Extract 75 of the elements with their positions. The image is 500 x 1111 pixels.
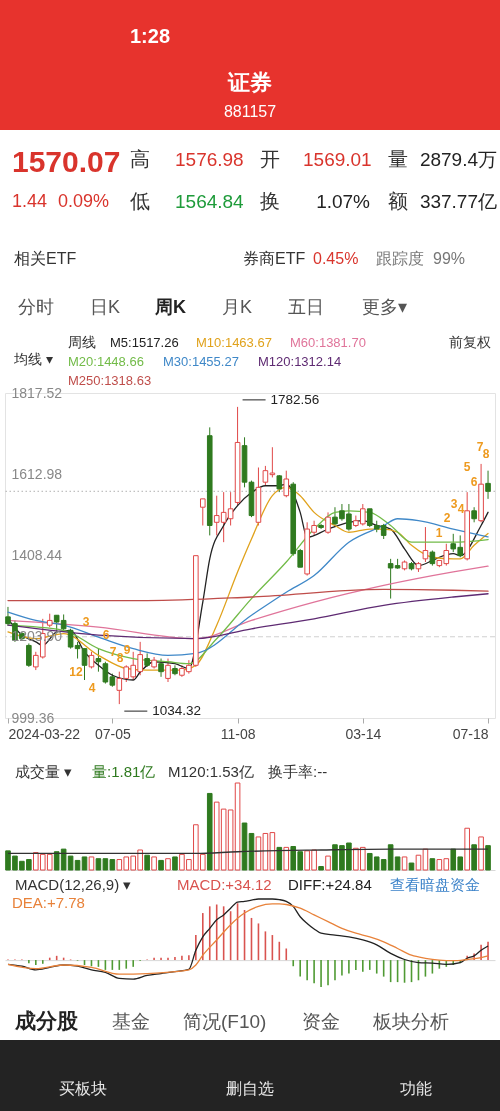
annotation: 12 (69, 665, 83, 679)
text: 周线 (68, 335, 96, 350)
text: M20:1448.66 (68, 354, 144, 369)
text: 更多▾ (362, 297, 407, 317)
annotation: 1034.32 (152, 703, 202, 719)
text: 月K (222, 297, 253, 317)
text: 跟踪度 (376, 250, 424, 267)
text: 资金 (302, 1011, 340, 1032)
text: 相关ETF (14, 250, 77, 267)
annotation: 4 (457, 502, 465, 516)
text: 简况(F10) (183, 1011, 267, 1032)
text: 0.45% (313, 250, 359, 267)
text: 删自选 (226, 1080, 274, 1097)
text: MACD(12,26,9) ▾ (15, 876, 132, 893)
x-tick-label: 03-14 (345, 725, 382, 742)
text: 1569.01 (303, 149, 372, 170)
text: 1:28 (129, 25, 171, 47)
annotation: 1 (435, 526, 443, 540)
series-label: MACD:+34.12 (177, 876, 272, 893)
x-tick-label: 07-18 (452, 725, 489, 742)
text: 分时 (18, 297, 54, 317)
text: 0.09% (58, 191, 110, 211)
annotation: 7 (476, 440, 484, 454)
text: 功能 (400, 1080, 432, 1097)
text: 2879.4万 (419, 149, 497, 170)
annotation: 2 (443, 511, 451, 525)
text: 日K (90, 297, 121, 317)
text: M10:1463.67 (196, 335, 272, 350)
annotation: 3 (82, 615, 90, 629)
text: 开 (260, 148, 280, 170)
text: 1564.84 (175, 191, 245, 212)
x-tick-label: 11-08 (220, 725, 256, 742)
text: 周K (154, 297, 186, 317)
annotation: 1782.56 (270, 391, 320, 407)
text: 量 (388, 148, 408, 170)
text: M250:1318.63 (68, 373, 152, 388)
text: M60:1381.70 (290, 335, 366, 350)
text: M30:1455.27 (163, 354, 239, 369)
text: 板块分析 (372, 1011, 449, 1032)
text: 1.07% (316, 191, 371, 212)
series-label: DIFF:+24.84 (288, 876, 372, 893)
annotation: 9 (123, 643, 131, 657)
text: 额 (388, 190, 408, 212)
text: 五日 (288, 297, 324, 317)
text: 券商ETF (243, 250, 306, 267)
text: 低 (130, 190, 150, 212)
text: 成分股 (14, 1009, 79, 1032)
text: 1570.07 (12, 145, 121, 178)
annotation: 4 (88, 681, 96, 695)
annotation: 5 (463, 460, 471, 474)
text: 881157 (223, 103, 277, 120)
x-tick-label: 07-05 (94, 725, 131, 742)
text: 证券 (227, 70, 272, 95)
text: 基金 (112, 1011, 150, 1032)
text: 换 (260, 190, 280, 212)
annotation: 8 (482, 447, 490, 461)
text: 买板块 (59, 1080, 107, 1097)
text: 99% (433, 250, 466, 267)
y-tick-label: 1612.98 (11, 465, 63, 482)
y-tick-label: 1817.52 (11, 384, 63, 401)
y-tick-label: 1408.44 (11, 547, 63, 563)
text: 前复权 (449, 335, 491, 350)
x-tick-label: 2024-03-22 (8, 725, 81, 742)
text: 查看暗盘资金 (390, 876, 480, 893)
annotation: 3 (450, 497, 458, 511)
text: 1576.98 (175, 149, 244, 170)
text: 1.44 (12, 191, 48, 211)
text: M5:1517.26 (110, 335, 179, 350)
text: DEA:+7.78 (12, 894, 85, 911)
y-tick-label: 999.36 (11, 709, 55, 726)
annotation: 6 (470, 475, 478, 489)
text: 高 (130, 148, 150, 170)
text: 均线 ▾ (13, 351, 53, 367)
text: 337.77亿 (419, 191, 497, 212)
text: M120:1312.14 (258, 354, 342, 369)
